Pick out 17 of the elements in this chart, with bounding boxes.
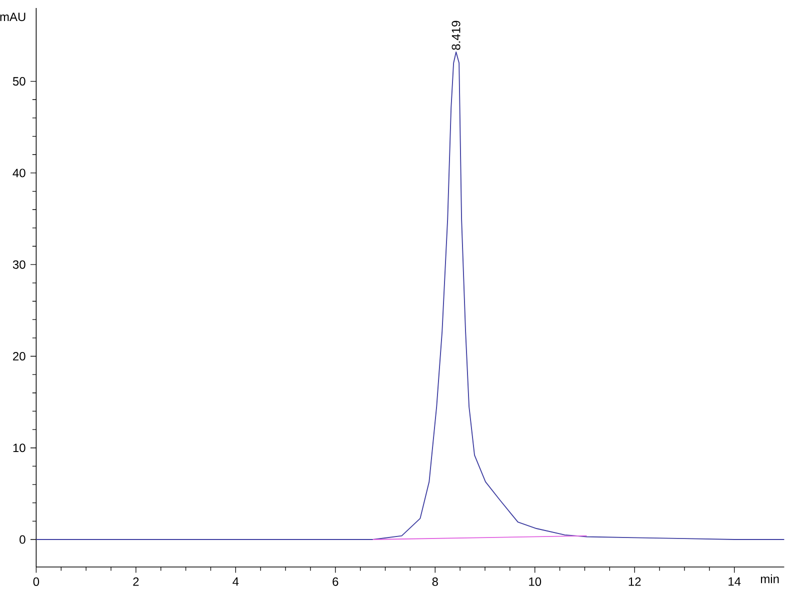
y-tick-label: 50 (12, 77, 26, 86)
y-tick-label: 20 (13, 352, 26, 360)
annotation: 8.419 (452, 20, 460, 50)
y-tick-label: 40 (12, 168, 26, 178)
x-tick-label: 2 (133, 577, 139, 586)
x-tick-label: 14 (728, 577, 741, 586)
y-tick-label: 10 (13, 444, 26, 452)
x-tick-label: 8 (432, 577, 438, 586)
x-axis-title: min (760, 574, 779, 584)
x-tick-label: 0 (33, 577, 40, 586)
y-tick-label: 30 (12, 260, 26, 269)
x-tick-label: 6 (332, 577, 338, 586)
y-axis-title: mAU (0, 12, 26, 22)
x-tick-label: 12 (628, 577, 641, 586)
x-tick-label: 10 (529, 577, 542, 586)
y-tick-label: 0 (20, 535, 26, 544)
x-tick-label: 4 (232, 577, 239, 586)
